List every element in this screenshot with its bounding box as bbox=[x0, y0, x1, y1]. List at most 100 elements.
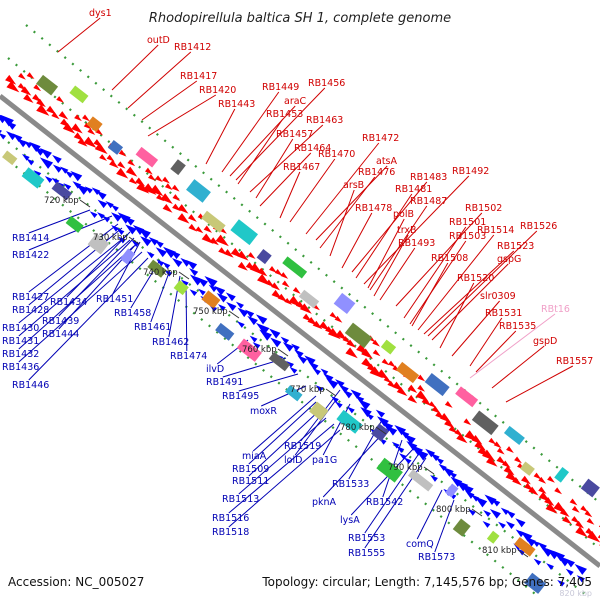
forward-cds-arrow bbox=[299, 303, 312, 314]
forward-cds-arrow bbox=[147, 174, 156, 181]
reverse-gene-label: pknA bbox=[312, 497, 337, 508]
reverse-cds-arrow bbox=[39, 157, 54, 169]
forward-cds-arrow bbox=[396, 386, 408, 397]
forward-cds-arrow bbox=[274, 269, 283, 276]
forward-gene-label: RB1470 bbox=[318, 149, 355, 160]
gene-feature-block bbox=[87, 233, 110, 255]
corner-scale-label: 820 kbp bbox=[559, 589, 592, 598]
reverse-cds-arrow bbox=[308, 361, 319, 371]
forward-gene-label: RB1535 bbox=[499, 321, 536, 332]
forward-gene-label: RB1464 bbox=[294, 143, 331, 154]
reverse-cds-arrow bbox=[403, 433, 416, 445]
reverse-cds-arrow bbox=[465, 490, 475, 499]
reverse-cds-arrow bbox=[189, 289, 198, 297]
forward-cds-arrow bbox=[292, 286, 301, 294]
gene-feature-block bbox=[284, 385, 303, 402]
reverse-cds-arrow bbox=[125, 224, 137, 235]
gene-feature-block bbox=[201, 290, 221, 309]
forward-cds-arrow bbox=[187, 214, 197, 222]
reverse-gene-label: RB1422 bbox=[12, 250, 49, 261]
forward-cds-arrow bbox=[545, 503, 558, 514]
forward-cds-arrow bbox=[538, 476, 547, 484]
gene-feature-block bbox=[445, 483, 459, 498]
reverse-cds-arrow bbox=[237, 307, 249, 318]
forward-cds-arrow bbox=[381, 358, 390, 366]
dotted-guides bbox=[7, 24, 600, 599]
forward-cds-arrow bbox=[83, 122, 92, 130]
reverse-cds-arrow bbox=[197, 288, 206, 296]
scale-tick-mark bbox=[128, 236, 140, 245]
forward-cds-arrow bbox=[87, 128, 96, 135]
forward-gene-label: RB1501 bbox=[449, 217, 486, 228]
reverse-cds-arrow bbox=[111, 224, 119, 232]
reverse-cds-arrow bbox=[483, 510, 491, 517]
gene-feature-block bbox=[452, 518, 471, 537]
reverse-gene-leader-line bbox=[364, 451, 421, 534]
reverse-gene-leader-line bbox=[18, 239, 131, 337]
forward-cds-arrow bbox=[528, 486, 539, 496]
forward-cds-arrow bbox=[150, 184, 164, 197]
reverse-cds-arrow bbox=[269, 328, 281, 339]
reverse-cds-arrow bbox=[70, 170, 83, 182]
reverse-gene-label: RB1518 bbox=[212, 527, 249, 538]
forward-gene-label: slr0309 bbox=[480, 291, 516, 302]
forward-cds-arrow bbox=[281, 280, 290, 288]
reverse-cds-arrow bbox=[204, 275, 218, 288]
reverse-cds-arrow bbox=[334, 401, 343, 409]
forward-gene-leader-line bbox=[341, 212, 373, 269]
gene-feature-block bbox=[424, 373, 450, 397]
gene-feature-block bbox=[514, 536, 536, 557]
forward-cds-arrow bbox=[71, 123, 83, 134]
reverse-gene-leader-line bbox=[252, 395, 317, 452]
gene-feature-block bbox=[554, 467, 570, 483]
reverse-cds-arrow bbox=[218, 304, 226, 311]
reverse-cds-arrow bbox=[430, 474, 438, 482]
forward-cds-arrow bbox=[569, 498, 578, 506]
reverse-cds-arrow bbox=[280, 336, 290, 345]
forward-cds-arrow bbox=[51, 111, 60, 120]
reverse-cds-arrow bbox=[312, 367, 321, 376]
forward-cds-arrow bbox=[376, 369, 389, 380]
reverse-cds-arrow bbox=[574, 564, 587, 575]
forward-gene-leader-line bbox=[329, 189, 355, 257]
scale-tick-mark bbox=[325, 388, 337, 397]
reverse-cds-arrow bbox=[576, 575, 585, 583]
reverse-gene-label: RB1432 bbox=[2, 349, 39, 360]
reverse-cds-arrow bbox=[75, 183, 89, 195]
reverse-cds-arrow bbox=[245, 309, 255, 318]
forward-gene-label: RB1476 bbox=[358, 167, 395, 178]
gene-feature-block bbox=[376, 457, 403, 483]
forward-cds-arrow bbox=[33, 84, 42, 92]
gene-feature-block bbox=[524, 572, 547, 594]
forward-cds-arrow bbox=[162, 203, 173, 213]
reverse-cds-arrow bbox=[335, 379, 345, 388]
forward-cds-arrow bbox=[486, 456, 498, 467]
scale-tick-mark bbox=[178, 271, 190, 280]
forward-cds-arrow bbox=[135, 177, 146, 187]
scale-tick-label: 730 kbp bbox=[93, 233, 128, 243]
reverse-cds-arrow bbox=[52, 154, 62, 164]
reverse-cds-arrow bbox=[124, 216, 135, 226]
reverse-cds-arrow bbox=[164, 269, 173, 277]
forward-cds-arrow bbox=[144, 167, 153, 175]
reverse-cds-arrow bbox=[375, 409, 386, 418]
reverse-cds-arrow bbox=[64, 170, 74, 178]
gene-feature-block bbox=[503, 425, 525, 446]
forward-cds-arrow bbox=[571, 516, 580, 524]
reverse-gene-label: RB1431 bbox=[2, 336, 39, 347]
scale-tick-label: 800 kbp bbox=[436, 505, 471, 515]
forward-gene-label: RB1526 bbox=[520, 221, 557, 232]
reverse-cds-arrow bbox=[111, 212, 122, 222]
reverse-cds-arrow bbox=[259, 329, 273, 341]
forward-cds-arrow bbox=[155, 175, 163, 183]
reverse-cds-arrow bbox=[506, 510, 516, 519]
scale-tick-label: 740 kbp bbox=[143, 268, 178, 278]
reverse-gene-label: RB1495 bbox=[222, 391, 259, 402]
reverse-cds-arrow bbox=[249, 335, 258, 343]
scale-tick-mark bbox=[79, 199, 91, 208]
forward-gene-label: RB1417 bbox=[180, 71, 217, 82]
forward-cds-arrow bbox=[209, 237, 219, 246]
reverse-cds-arrow bbox=[16, 137, 28, 148]
scale-tick-label: 720 kbp bbox=[44, 196, 79, 206]
